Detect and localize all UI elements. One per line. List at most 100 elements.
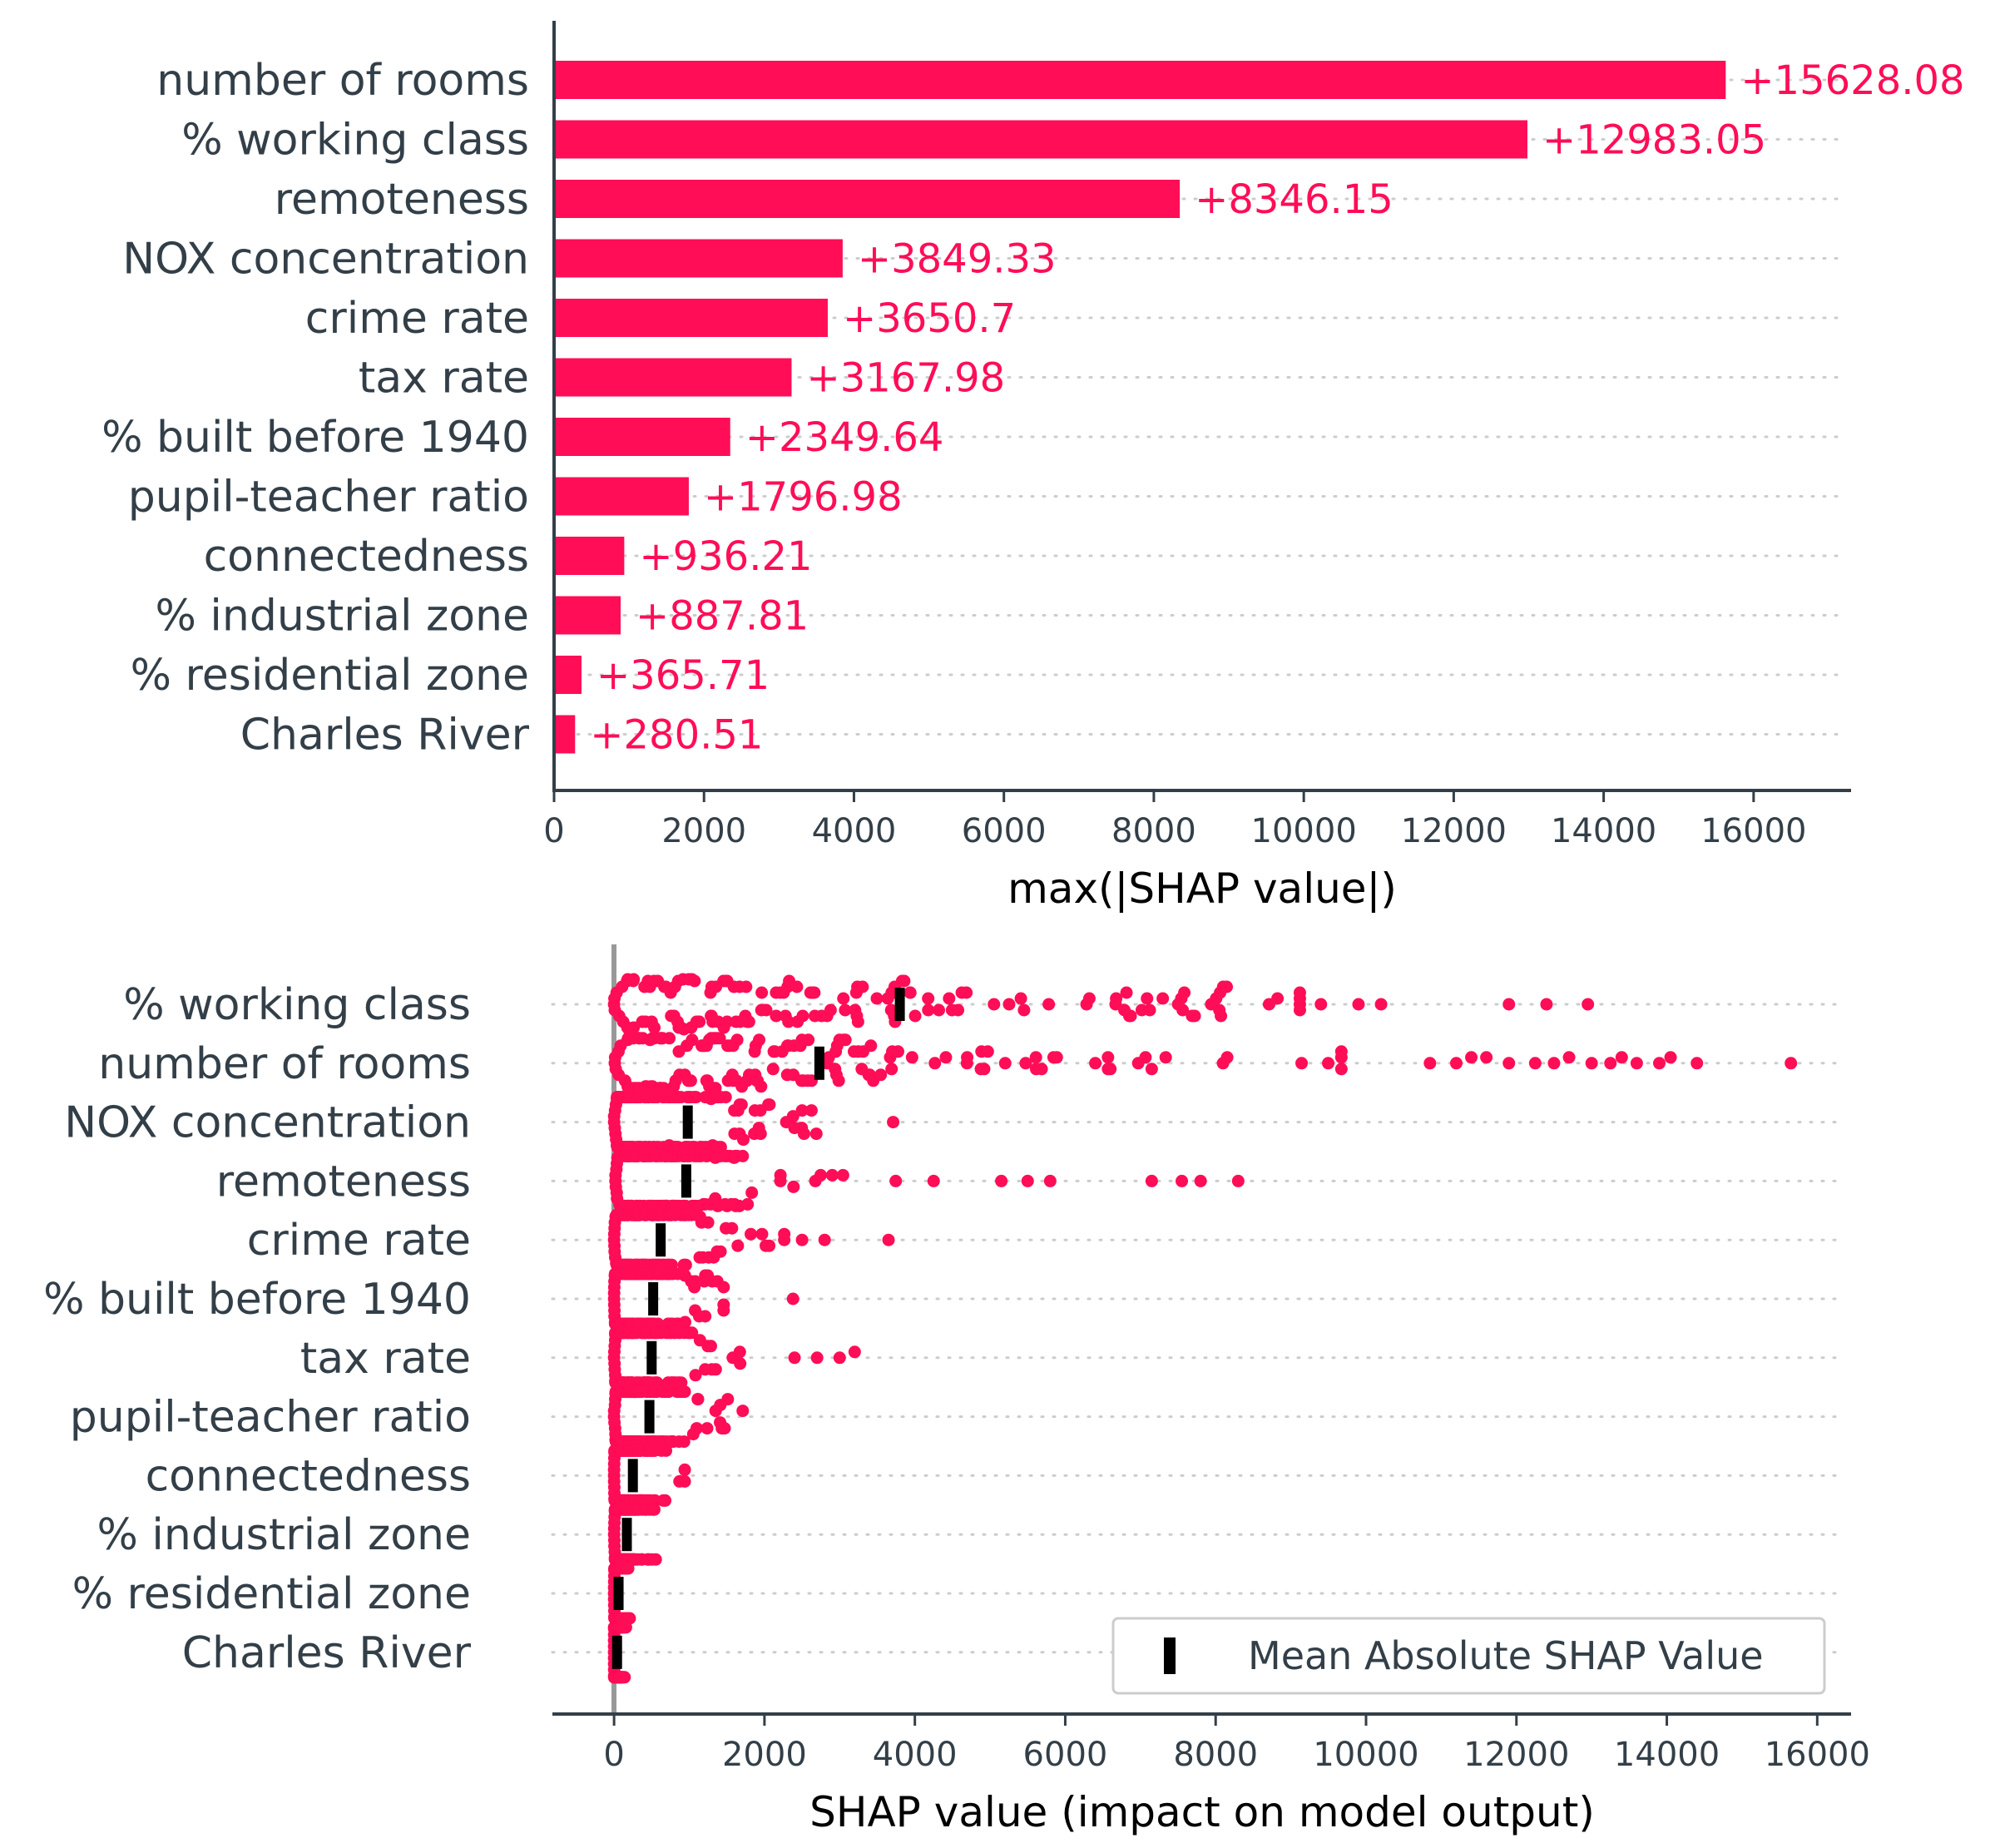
beeswarm-dot — [1014, 992, 1027, 1005]
beeswarm-x-ticks: 0 2000 4000 6000 8000 10000 12000 14000 16000 — [603, 1716, 1870, 1774]
bar-built-before-1940 — [554, 418, 730, 456]
beeswarm-feature-label: % industrial zone — [97, 1510, 471, 1560]
beeswarm-dot — [837, 992, 850, 1005]
beeswarm-dot — [1630, 1057, 1643, 1070]
beeswarm-dot — [721, 1393, 735, 1406]
beeswarm-dot — [809, 1127, 823, 1141]
beeswarm-dot — [882, 1233, 895, 1246]
bar-value-label: +887.81 — [636, 593, 809, 640]
beeswarm-dot — [908, 1009, 922, 1023]
beeswarm-dot — [804, 1104, 818, 1117]
mean-marker-built-before-1940 — [648, 1282, 659, 1315]
beeswarm-dot — [839, 1033, 852, 1047]
beeswarm-dot — [755, 1227, 769, 1241]
bar-value-label: +12983.05 — [1542, 117, 1766, 164]
beeswarm-dot — [719, 1091, 732, 1104]
beeswarm-dot — [745, 1186, 759, 1199]
mean-marker-industrial-zone — [621, 1518, 632, 1552]
beeswarm-dot — [814, 1168, 827, 1182]
mean-marker-remoteness — [681, 1164, 691, 1198]
beeswarm-dot — [1604, 1057, 1617, 1070]
beeswarm-dot — [788, 1351, 801, 1365]
bar-value-label: +8346.15 — [1195, 176, 1393, 223]
beeswarm-x-tick-label: 0 — [603, 1736, 624, 1774]
beeswarm-dot — [795, 1104, 809, 1117]
beeswarm-dot — [1615, 1051, 1628, 1064]
beeswarm-dot — [818, 1233, 831, 1246]
mean-marker-number-of-rooms — [814, 1046, 824, 1080]
bar-chart-feature-labels: number of rooms % working class remoteness… — [101, 56, 530, 761]
beeswarm-dot — [713, 1032, 726, 1045]
beeswarm-dot — [952, 1003, 965, 1017]
beeswarm-dot — [810, 1351, 824, 1365]
beeswarm-dot — [678, 1385, 691, 1399]
beeswarm-dot — [688, 974, 701, 988]
bar-feature-label: connectedness — [204, 532, 529, 582]
bar-chart-gridlines — [552, 78, 1844, 736]
beeswarm-dot — [754, 1127, 767, 1141]
beeswarm-dot — [998, 1057, 1012, 1070]
beeswarm-dot — [618, 1671, 631, 1684]
beeswarm-dot — [824, 1003, 837, 1017]
beeswarm-x-tick-label: 16000 — [1765, 1736, 1870, 1774]
beeswarm-dot — [1220, 1051, 1234, 1064]
beeswarm-dot — [922, 992, 935, 1005]
beeswarm-dot — [736, 1133, 750, 1147]
beeswarm-dot — [763, 1098, 776, 1112]
beeswarm-dot — [1043, 1174, 1057, 1187]
bar-connectedness — [554, 537, 625, 575]
beeswarm-dot — [903, 986, 917, 999]
beeswarm-feature-label: % working class — [123, 980, 471, 1030]
beeswarm-dot — [1334, 1045, 1348, 1058]
beeswarm-dot — [891, 1045, 904, 1058]
beeswarm-dot — [864, 1039, 878, 1053]
beeswarm-feature-labels: % working class number of rooms NOX concen… — [43, 980, 472, 1678]
beeswarm-dot — [1124, 1009, 1137, 1023]
beeswarm-dot — [689, 1275, 702, 1288]
beeswarm-dot — [1156, 992, 1170, 1005]
bar-x-tick-label: 6000 — [962, 812, 1047, 850]
beeswarm-dot — [778, 1227, 791, 1241]
beeswarm-dot — [690, 1422, 703, 1435]
beeswarm-dot — [1035, 1063, 1048, 1076]
beeswarm-dot — [856, 980, 869, 993]
beeswarm-dot — [787, 1180, 800, 1193]
bar-chart-x-axis-label: max(|SHAP value|) — [1007, 865, 1397, 913]
beeswarm-dot — [1194, 1174, 1207, 1187]
beeswarm-dot — [736, 1149, 750, 1162]
beeswarm-dot — [851, 1015, 864, 1028]
bar-value-label: +3849.33 — [858, 236, 1057, 283]
bar-feature-label: remoteness — [275, 175, 529, 225]
mean-marker-nox-concentration — [682, 1105, 693, 1139]
beeswarm-dot — [1664, 1051, 1677, 1064]
beeswarm-dot — [705, 1340, 718, 1353]
beeswarm-dot — [839, 1003, 852, 1017]
beeswarm-dot — [1089, 1057, 1102, 1070]
beeswarm-dot — [663, 1032, 676, 1045]
beeswarm-dot — [961, 1051, 974, 1064]
beeswarm-dot — [833, 1351, 846, 1365]
beeswarm-dot — [1334, 1063, 1348, 1076]
beeswarm-dot — [736, 1405, 750, 1418]
beeswarm-dot — [836, 1168, 849, 1182]
bar-feature-label: % industrial zone — [155, 592, 529, 642]
beeswarm-dot — [679, 1258, 692, 1271]
beeswarm-dot — [1176, 1003, 1190, 1017]
bar-crime-rate — [554, 299, 828, 337]
bar-chart-x-ticks: 0 2000 4000 6000 8000 10000 12000 14000 16000 — [543, 792, 1806, 850]
beeswarm-dot — [720, 1015, 734, 1028]
beeswarm-dot — [678, 1474, 691, 1488]
beeswarm-dot — [825, 1168, 839, 1182]
beeswarm-dot — [1352, 998, 1365, 1011]
beeswarm-dot — [1322, 1057, 1335, 1070]
bar-x-tick-label: 16000 — [1700, 812, 1806, 850]
bar-chart-panel: number of rooms % working class remoteness… — [101, 21, 1965, 913]
beeswarm-dot — [686, 1033, 699, 1047]
beeswarm-dot — [1029, 1051, 1042, 1064]
bar-x-tick-label: 10000 — [1251, 812, 1357, 850]
beeswarm-dot — [978, 1063, 991, 1076]
beeswarm-dot — [621, 1562, 635, 1575]
beeswarm-dot — [1139, 1051, 1152, 1064]
beeswarm-dot — [1120, 986, 1133, 999]
beeswarm-dot — [786, 1292, 799, 1305]
